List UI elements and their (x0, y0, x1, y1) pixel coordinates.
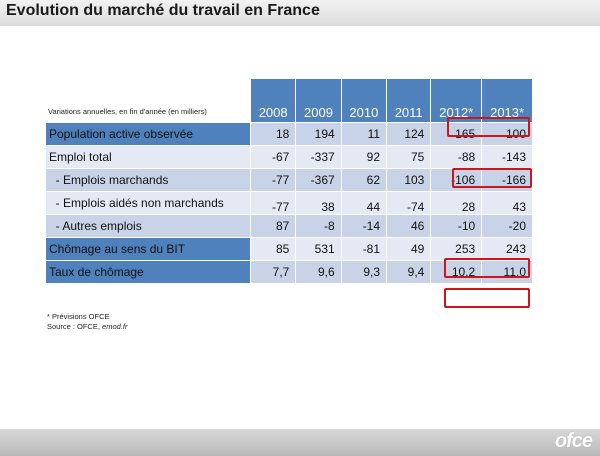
highlight-box-chomage (444, 258, 530, 278)
table-cell: 49 (386, 237, 431, 261)
footer-bar: ofce (0, 429, 600, 456)
row-label: Chômage au sens du BIT (46, 237, 251, 261)
table-cell: -166 (481, 168, 532, 192)
year-header: 2011 (386, 79, 431, 123)
row-label: - Emplois aidés non marchands (46, 191, 251, 215)
table-cell: 7,7 (249, 260, 296, 283)
table-cell: 9,6 (295, 260, 342, 283)
table-cell: -77 (249, 191, 296, 215)
table-row: - Autres emplois 87 -8 -14 46 -10 -20 (46, 214, 532, 238)
year-header: 2010 (340, 79, 387, 123)
row-label: - Autres emplois (46, 214, 251, 238)
table-row: - Emplois marchands -77 -367 62 103 -106… (46, 168, 532, 192)
highlight-box-population (447, 117, 530, 137)
slide-title: Evolution du marché du travail en France (6, 2, 320, 19)
table-cell: 9,3 (340, 260, 387, 283)
year-header: 2012* (430, 79, 482, 123)
table-cell: -10 (430, 214, 482, 238)
table-cell: -367 (295, 168, 342, 192)
table-cell: 100 (481, 122, 532, 146)
table-notes: * Prévisions OFCE Source : OFCE, emod.fr (47, 312, 127, 332)
table-cell: -67 (249, 145, 296, 169)
table-row: Population active observée 18 194 11 124… (46, 122, 532, 146)
table-cell: 18 (249, 122, 296, 146)
table-cell: 38 (295, 191, 342, 215)
ofce-logo: ofce (554, 430, 593, 452)
table-row: Chômage au sens du BIT 85 531 -81 49 253… (46, 237, 532, 261)
source-prefix: Source : OFCE, (47, 322, 103, 331)
table-cell: 253 (430, 237, 482, 261)
table-cell: -14 (340, 214, 387, 238)
table-cell: 531 (295, 237, 342, 261)
table-cell: 92 (340, 145, 387, 169)
forecast-note: * Prévisions OFCE (47, 312, 110, 321)
highlight-box-emplois-marchands (452, 168, 532, 188)
table-cell: 194 (295, 122, 342, 146)
table-cell: -8 (295, 214, 342, 238)
year-header: 2013* (481, 79, 532, 123)
year-header: 2008 (249, 79, 296, 123)
table-cell: -74 (386, 191, 431, 215)
table-cell: 44 (340, 191, 387, 215)
highlight-box-taux (444, 288, 530, 308)
table-cell: 9,4 (386, 260, 431, 283)
table-row: Emploi total -67 -337 92 75 -88 -143 (46, 145, 532, 169)
source-link-text: emod.fr (102, 322, 128, 331)
labour-market-table: Variations annuelles, en fin d'année (en… (46, 79, 532, 283)
table-cell: -81 (340, 237, 387, 261)
table-cell: 243 (481, 237, 532, 261)
table-cell: 85 (249, 237, 296, 261)
table-cell: -143 (481, 145, 532, 169)
row-label: Population active observée (46, 122, 251, 146)
row-label: Emploi total (46, 145, 251, 169)
table-cell: -77 (249, 168, 296, 192)
table-cell: 103 (386, 168, 431, 192)
source-note: Source : OFCE, emod.fr (47, 322, 127, 332)
table-cell: 124 (386, 122, 431, 146)
table-cell: 165 (430, 122, 482, 146)
table-cell: -88 (430, 145, 482, 169)
table-cell: -106 (430, 168, 482, 192)
row-label: Taux de chômage (46, 260, 251, 283)
table-header-row: Variations annuelles, en fin d'année (en… (46, 79, 532, 123)
year-header: 2009 (295, 79, 342, 123)
table-cell: 87 (249, 214, 296, 238)
table-cell: 75 (386, 145, 431, 169)
table-cell: -337 (295, 145, 342, 169)
table-row: - Emplois aidés non marchands -77 38 44 … (46, 191, 532, 215)
table-cell: 46 (386, 214, 431, 238)
table-cell: 28 (430, 191, 482, 215)
title-bar: Evolution du marché du travail en France (0, 0, 600, 26)
table-caption: Variations annuelles, en fin d'année (en… (46, 79, 251, 123)
table-cell: 43 (481, 191, 532, 215)
table-cell: 11 (340, 122, 387, 146)
table-cell: 62 (340, 168, 387, 192)
table-cell: -20 (481, 214, 532, 238)
row-label: - Emplois marchands (46, 168, 251, 192)
